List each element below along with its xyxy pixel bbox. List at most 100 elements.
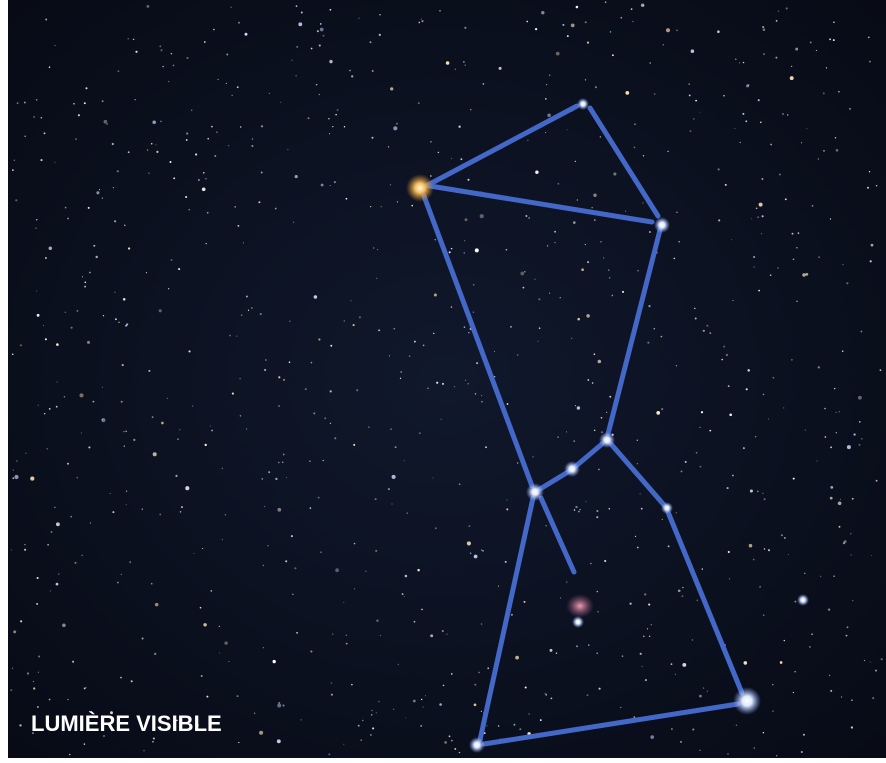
star — [278, 405, 280, 407]
star — [861, 438, 863, 440]
star — [359, 316, 361, 318]
star — [328, 753, 330, 755]
star — [370, 41, 372, 43]
star — [225, 514, 226, 515]
star — [762, 26, 764, 28]
star — [103, 315, 104, 316]
star — [728, 385, 730, 387]
star — [236, 336, 237, 337]
star — [84, 102, 86, 104]
star — [575, 161, 576, 162]
star — [695, 317, 697, 319]
star — [124, 225, 125, 226]
star — [468, 383, 469, 384]
star — [794, 601, 796, 603]
star — [334, 437, 336, 439]
star — [238, 742, 239, 743]
star — [622, 655, 624, 657]
star — [549, 293, 550, 294]
star — [186, 57, 188, 59]
star — [236, 695, 238, 697]
star — [24, 549, 26, 551]
star — [74, 562, 76, 564]
star — [58, 573, 59, 574]
star — [211, 430, 213, 432]
star — [65, 312, 67, 314]
star — [263, 565, 264, 566]
star — [125, 431, 127, 433]
nebula — [566, 594, 594, 618]
star — [112, 143, 114, 145]
star — [291, 535, 293, 537]
star — [320, 28, 324, 32]
star — [241, 314, 243, 316]
star — [792, 233, 794, 235]
star — [419, 432, 421, 434]
star — [14, 475, 18, 479]
star — [782, 113, 784, 115]
star — [45, 257, 47, 259]
star — [392, 475, 396, 479]
star — [699, 750, 700, 751]
star — [331, 682, 333, 684]
star — [535, 170, 538, 173]
star — [251, 307, 252, 308]
star — [112, 511, 114, 513]
star — [24, 136, 25, 137]
star — [254, 713, 255, 714]
star — [12, 169, 14, 171]
star — [560, 297, 561, 298]
star — [44, 413, 45, 414]
star — [294, 567, 296, 569]
star — [289, 321, 290, 322]
star — [648, 305, 650, 307]
star — [69, 754, 71, 756]
star — [613, 172, 616, 175]
star — [612, 54, 614, 56]
star — [206, 696, 208, 698]
star — [764, 548, 765, 549]
star — [153, 737, 155, 739]
star — [506, 249, 508, 251]
star — [95, 256, 97, 258]
star — [852, 498, 854, 500]
star — [371, 710, 373, 712]
bright-star — [797, 594, 809, 606]
star — [226, 83, 227, 84]
star — [651, 624, 652, 625]
star — [735, 58, 737, 60]
star — [805, 430, 806, 431]
star — [727, 487, 729, 489]
star — [610, 31, 612, 33]
star — [745, 120, 747, 122]
star — [54, 507, 55, 508]
star — [871, 244, 874, 247]
star — [748, 84, 750, 86]
star — [838, 501, 842, 505]
star — [775, 57, 777, 59]
star — [830, 218, 831, 219]
star — [554, 231, 556, 233]
bright-star — [469, 737, 485, 753]
star — [880, 369, 882, 371]
star — [839, 411, 840, 412]
star — [840, 499, 841, 500]
star — [260, 313, 262, 315]
star — [246, 428, 247, 429]
star — [641, 508, 643, 510]
star — [689, 94, 691, 96]
star — [649, 636, 650, 637]
star — [634, 124, 635, 125]
star — [802, 273, 805, 276]
star — [592, 382, 594, 384]
star — [121, 574, 123, 576]
star — [593, 193, 596, 196]
star — [790, 76, 794, 80]
star — [667, 151, 668, 152]
star — [768, 418, 769, 419]
star — [273, 660, 276, 663]
star — [159, 514, 161, 516]
star — [662, 44, 664, 46]
star — [305, 388, 307, 390]
star — [758, 99, 760, 101]
